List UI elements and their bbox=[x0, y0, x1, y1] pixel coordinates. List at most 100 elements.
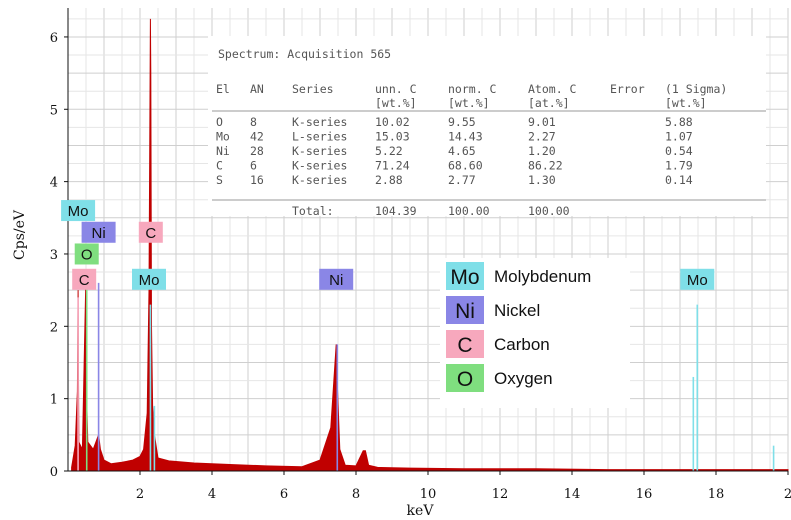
peak-label-text: Ni bbox=[92, 225, 106, 242]
table-row-cell: 2.77 bbox=[448, 173, 476, 187]
peak-label-o: O bbox=[74, 243, 99, 265]
table-header-cell: AN bbox=[250, 82, 264, 96]
x-tick-label: 2 bbox=[136, 487, 144, 502]
table-row-cell: 1.30 bbox=[528, 173, 556, 187]
x-axis-label: keV bbox=[407, 503, 435, 519]
peak-label-box bbox=[138, 221, 163, 243]
legend: Mo Molybdenum Ni Nickel C Carbon O Oxygen bbox=[440, 258, 630, 408]
table-row-cell: 8 bbox=[250, 115, 257, 129]
peak-label-box bbox=[74, 243, 99, 265]
table-unit-cell: [wt.%] bbox=[375, 96, 417, 110]
legend-entry-c: C Carbon bbox=[446, 330, 550, 358]
legend-symbol: Ni bbox=[455, 300, 475, 323]
table-row-cell: K-series bbox=[292, 144, 347, 158]
legend-label: Carbon bbox=[494, 335, 550, 354]
table-total-cell: 100.00 bbox=[448, 204, 490, 218]
peak-label-c: C bbox=[138, 221, 163, 243]
table-row-cell: 42 bbox=[250, 130, 264, 144]
table-header-cell: (1 Sigma) bbox=[665, 82, 727, 96]
y-tick-label: 5 bbox=[50, 103, 58, 118]
table-row-cell: 16 bbox=[250, 173, 264, 187]
axes bbox=[64, 8, 789, 475]
table-row-cell: 6 bbox=[250, 159, 257, 173]
x-tick-label: 12 bbox=[492, 487, 509, 502]
x-tick-label: 16 bbox=[636, 487, 653, 502]
table-row-cell: 2.88 bbox=[375, 173, 403, 187]
x-tick-label: 2 bbox=[784, 487, 791, 502]
table-row-cell: Ni bbox=[216, 144, 230, 158]
table-row-cell: 2.27 bbox=[528, 130, 556, 144]
x-tick-label: 18 bbox=[708, 487, 725, 502]
y-axis-label: Cps/eV bbox=[12, 209, 28, 260]
table-row-cell: 1.20 bbox=[528, 144, 556, 158]
x-tick-label: 6 bbox=[280, 487, 288, 502]
y-tick-label: 2 bbox=[50, 320, 58, 335]
legend-label: Nickel bbox=[494, 301, 540, 320]
table-total-cell: 100.00 bbox=[528, 204, 570, 218]
peak-label-box bbox=[72, 268, 97, 290]
table-title: Spectrum: Acquisition 565 bbox=[218, 47, 391, 61]
table-unit-cell: [wt.%] bbox=[665, 96, 707, 110]
x-tick-label: 4 bbox=[208, 487, 216, 502]
table-row-cell: 4.65 bbox=[448, 144, 476, 158]
peak-label-text: O bbox=[81, 246, 93, 263]
peak-label-text: C bbox=[145, 225, 156, 242]
table-unit-cell: [wt.%] bbox=[448, 96, 490, 110]
table-header-cell: norm. C bbox=[448, 82, 497, 96]
table-row-cell: S bbox=[216, 173, 223, 187]
table-row-cell: Mo bbox=[216, 130, 230, 144]
table-total-cell: 104.39 bbox=[375, 204, 417, 218]
peak-label-box bbox=[61, 200, 96, 222]
table-header-cell: Error bbox=[610, 82, 645, 96]
legend-symbol: O bbox=[457, 368, 473, 391]
table-row-cell: 15.03 bbox=[375, 130, 410, 144]
peak-label-text: C bbox=[79, 272, 90, 289]
peak-label-mo: Mo bbox=[680, 268, 715, 290]
table-row-cell: 71.24 bbox=[375, 159, 410, 173]
legend-swatch bbox=[446, 262, 484, 290]
table-row-cell: 5.88 bbox=[665, 115, 693, 129]
legend-symbol: C bbox=[457, 334, 472, 357]
y-tick-labels: 0 1 2 3 4 5 6 bbox=[50, 31, 58, 480]
quantification-table: Spectrum: Acquisition 565 El AN Series unn. … bbox=[208, 36, 766, 218]
peak-label-box bbox=[680, 268, 715, 290]
table-header-cell: unn. C bbox=[375, 82, 417, 96]
legend-swatch bbox=[446, 364, 484, 392]
table-row-cell: 1.79 bbox=[665, 159, 693, 173]
table-background bbox=[208, 36, 766, 216]
x-tick-label: 8 bbox=[352, 487, 360, 502]
x-tick-label: 10 bbox=[420, 487, 437, 502]
table-row-cell: 68.60 bbox=[448, 159, 483, 173]
table-header-cell: Atom. C bbox=[528, 82, 577, 96]
table-row-cell: 0.54 bbox=[665, 144, 693, 158]
peak-label-box bbox=[319, 268, 354, 290]
y-tick-label: 0 bbox=[50, 465, 58, 480]
legend-label: Molybdenum bbox=[494, 267, 591, 286]
y-tick-label: 3 bbox=[50, 248, 58, 263]
y-tick-label: 6 bbox=[50, 31, 58, 46]
table-row-cell: K-series bbox=[292, 159, 347, 173]
table-row-cell: 14.43 bbox=[448, 130, 483, 144]
table-total-cell: Total: bbox=[292, 204, 334, 218]
peak-label-c: C bbox=[72, 268, 97, 290]
legend-entry-ni: Ni Nickel bbox=[446, 296, 540, 324]
table-row-cell: 10.02 bbox=[375, 115, 410, 129]
peak-label-text: Mo bbox=[68, 203, 89, 220]
peak-label-text: Mo bbox=[139, 272, 160, 289]
table-unit-cell: [at.%] bbox=[528, 96, 570, 110]
table-row-cell: 9.01 bbox=[528, 115, 556, 129]
x-tick-labels: 2 4 6 8 10 12 14 16 18 2 bbox=[136, 487, 791, 502]
legend-entry-o: O Oxygen bbox=[446, 364, 553, 392]
table-row-cell: C bbox=[216, 159, 223, 173]
table-header-cell: Series bbox=[292, 82, 334, 96]
peak-label-mo: Mo bbox=[61, 200, 96, 222]
legend-swatch bbox=[446, 330, 484, 358]
table-row-cell: L-series bbox=[292, 130, 347, 144]
table-header-cell: El bbox=[216, 82, 230, 96]
legend-symbol: Mo bbox=[450, 266, 479, 289]
y-tick-label: 4 bbox=[50, 176, 58, 191]
y-tick-label: 1 bbox=[50, 393, 58, 408]
peak-label-text: Mo bbox=[687, 272, 708, 289]
